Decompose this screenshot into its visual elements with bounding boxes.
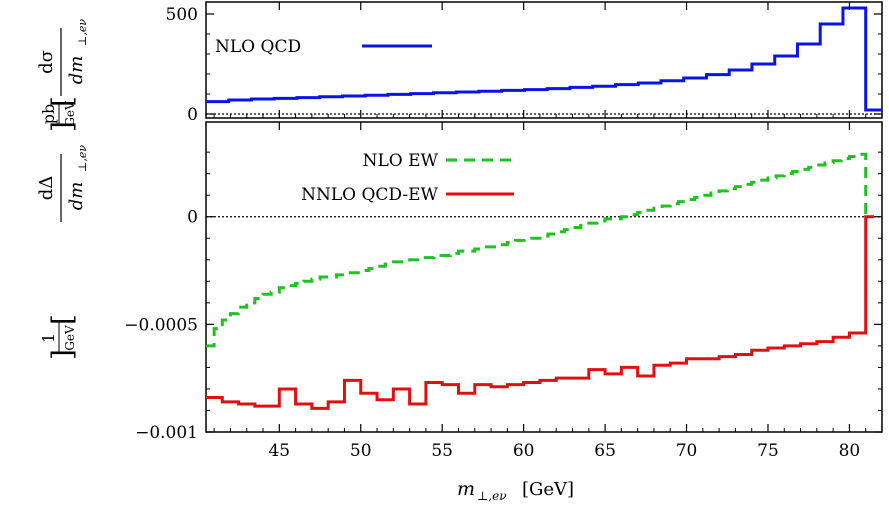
bottom-xtick-label: 80 [839, 441, 861, 461]
bottom-ylabel-denominator: dm [66, 182, 87, 211]
series-nlo-qcd-line [206, 6, 882, 112]
legend-label-nnlo-qcd-ew: NNLO QCD-EW [301, 185, 438, 205]
bottom-xtick-label: 45 [268, 441, 290, 461]
bottom-ylabel-numerator: dΔ [36, 176, 57, 201]
top-ylabel-bracket-left: [ [46, 96, 79, 107]
bottom-ylabel-unit-den: GeV [63, 325, 77, 351]
top-ylabel-numerator: dσ [36, 50, 57, 74]
bottom-y-ticks: −0.001 −0.0005 0 [124, 151, 882, 443]
bottom-ylabel-subscript: ⊥,eν [76, 145, 89, 172]
bottom-series-group [206, 152, 874, 410]
bottom-ytick-label: −0.001 [135, 423, 198, 443]
bottom-xtick-label: 60 [513, 441, 535, 461]
bottom-legend: NLO EW NNLO QCD-EW [301, 151, 514, 205]
top-ylabel-denominator: dm [66, 56, 87, 85]
series-nlo-ew-line [206, 152, 874, 348]
bottom-y-axis-label: dΔ dm ⊥,eν [ 1 GeV ] [36, 145, 89, 360]
top-panel: 0 500 NLO QCD [166, 1, 883, 125]
bottom-x-ticks: 45 50 55 60 65 70 75 80 [213, 2, 867, 461]
bottom-ylabel-unit-num: 1 [39, 333, 58, 343]
top-series-group [206, 6, 882, 112]
top-legend: NLO QCD [215, 37, 432, 57]
bottom-panel: −0.001 −0.0005 0 45 50 55 60 65 70 75 80 NLO EW N… [124, 2, 883, 461]
bottom-ylabel-bracket-left: [ [46, 314, 79, 325]
top-ytick-label: 0 [187, 105, 198, 125]
top-ylabel-unit-num: pb [39, 104, 58, 124]
bottom-xtick-label: 65 [594, 441, 616, 461]
bottom-xtick-label: 50 [350, 441, 372, 461]
xlabel-subscript: ⊥,eν [477, 489, 507, 503]
bottom-xtick-label: 55 [431, 441, 453, 461]
legend-label-nlo-ew: NLO EW [363, 151, 439, 171]
top-ylabel-unit-den: GeV [63, 101, 77, 127]
bottom-xtick-label: 75 [757, 441, 779, 461]
top-ytick-label: 500 [166, 5, 198, 25]
legend-label-nlo-qcd: NLO QCD [215, 37, 301, 57]
x-axis-label: m ⊥,eν [GeV] [457, 478, 574, 503]
top-y-ticks: 0 500 [166, 5, 882, 125]
xlabel-symbol: m [457, 478, 475, 500]
bottom-ytick-label: 0 [187, 208, 198, 228]
top-panel-frame [205, 1, 883, 119]
top-ylabel-bracket-right: ] [46, 121, 79, 132]
bottom-ytick-label: −0.0005 [124, 315, 198, 335]
bottom-xtick-label: 70 [676, 441, 698, 461]
top-ylabel-subscript: ⊥,eν [76, 19, 89, 46]
bottom-ylabel-bracket-right: ] [46, 349, 79, 360]
xlabel-unit: [GeV] [522, 479, 574, 500]
bottom-panel-frame [205, 121, 883, 433]
series-nnlo-qcd-ew-line [206, 215, 874, 410]
top-y-axis-label: dσ dm ⊥,eν [ pb GeV ] [36, 19, 89, 132]
